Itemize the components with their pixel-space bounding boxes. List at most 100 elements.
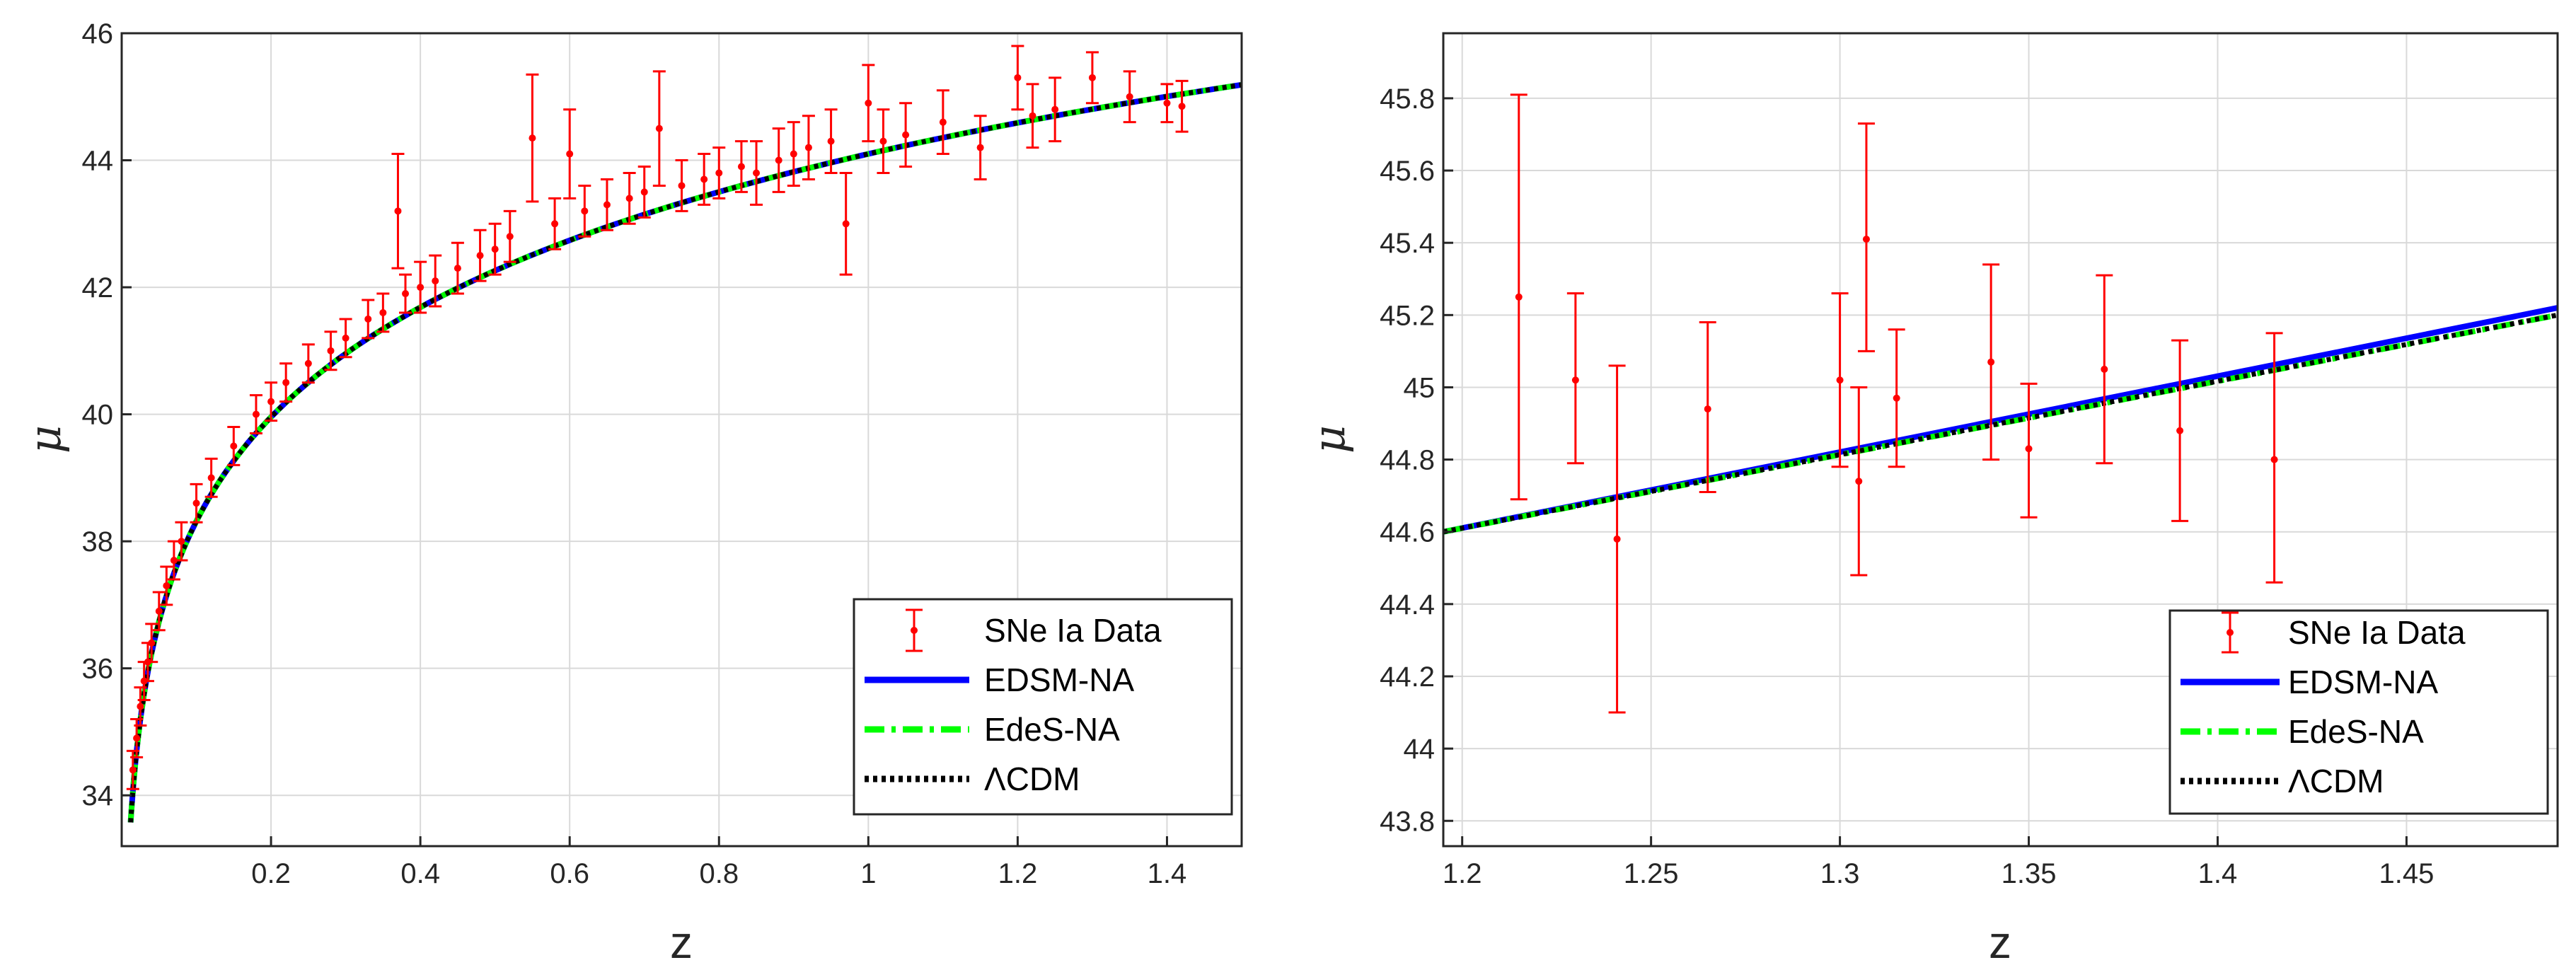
left-y-tick-label: 42 — [82, 272, 114, 304]
right-x-tick-label: 1.45 — [2379, 858, 2435, 889]
left-legend-label-lcdm: ΛCDM — [984, 761, 1080, 797]
right-x-tick-label: 1.2 — [1443, 858, 1482, 889]
left-data-point — [804, 144, 812, 151]
left-data-point — [655, 125, 663, 132]
right-legend-entry-edsm: EDSM-NA — [2181, 664, 2438, 700]
left-data-point — [566, 150, 574, 158]
left-data-point — [304, 359, 312, 367]
left-panel: 0.2 0.4 0.6 0.8 1 1.2 1.4 34 36 38 40 42 44 46 z μ S… — [19, 18, 1243, 965]
left-data-point — [327, 347, 335, 354]
right-data-point — [1704, 405, 1711, 413]
left-data-point — [529, 134, 536, 142]
left-legend-entry-lcdm: ΛCDM — [865, 761, 1080, 797]
right-y-tick-label: 45 — [1404, 372, 1436, 403]
right-data-point — [1613, 535, 1621, 543]
right-legend-marker-icon — [2226, 629, 2234, 636]
left-legend-marker-icon — [911, 627, 918, 634]
left-x-axis-label: z — [670, 917, 693, 965]
left-data-point — [902, 131, 910, 139]
right-y-tick-label: 43.8 — [1380, 806, 1435, 837]
left-edes-curve — [127, 81, 1242, 823]
left-data-point — [364, 315, 372, 323]
left-data-point — [178, 538, 185, 545]
left-data-point — [827, 137, 835, 145]
left-data-point — [790, 150, 797, 158]
left-model-curves — [127, 81, 1242, 823]
left-y-tick-label: 34 — [82, 780, 114, 811]
left-sne-data — [126, 45, 1189, 790]
left-data-point — [842, 220, 850, 228]
left-data-point — [678, 182, 686, 190]
left-data-point — [506, 233, 514, 241]
left-data-point — [170, 557, 178, 565]
right-data-point — [1515, 293, 1523, 301]
left-data-point — [1126, 93, 1133, 100]
right-data-point — [1855, 478, 1863, 485]
left-y-tick-label: 40 — [82, 400, 114, 431]
left-data-point — [491, 245, 499, 253]
left-data-point — [581, 207, 589, 215]
left-data-point — [1051, 105, 1059, 113]
left-y-tick-label: 44 — [82, 146, 114, 177]
left-x-tick-label: 0.4 — [400, 858, 440, 889]
right-y-tick-label: 44.2 — [1380, 661, 1435, 693]
left-data-point — [129, 766, 137, 774]
left-legend-label-edes: EdeS-NA — [984, 711, 1120, 748]
left-data-point — [700, 175, 708, 183]
right-y-tick-label: 44.6 — [1380, 517, 1435, 548]
right-data-point — [1571, 376, 1579, 384]
left-data-point — [1178, 103, 1186, 110]
left-data-point — [976, 144, 984, 151]
right-sne-data — [1510, 93, 2283, 714]
left-x-tick-label: 0.2 — [251, 858, 291, 889]
right-x-tick-label: 1.35 — [2002, 858, 2057, 889]
right-legend-label-edsm: EDSM-NA — [2288, 664, 2438, 700]
left-x-tick-label: 1.4 — [1148, 858, 1187, 889]
left-data-point — [640, 188, 648, 196]
left-legend: SNe Ia Data EDSM-NA EdeS-NA ΛCDM — [853, 598, 1233, 816]
left-legend-entry-edsm: EDSM-NA — [865, 661, 1134, 698]
left-legend-label-edsm: EDSM-NA — [984, 661, 1134, 698]
left-data-point — [715, 169, 723, 177]
left-data-point — [394, 207, 402, 215]
left-data-point — [133, 734, 141, 742]
right-x-tick-label: 1.4 — [2198, 858, 2238, 889]
left-data-point — [476, 252, 484, 260]
left-x-ticks: 0.2 0.4 0.6 0.8 1 1.2 1.4 — [251, 836, 1186, 889]
left-data-point — [163, 582, 171, 589]
right-data-point — [1836, 376, 1844, 384]
left-data-point — [1088, 74, 1096, 81]
right-legend-entry-edes: EdeS-NA — [2181, 713, 2424, 750]
left-data-point — [879, 137, 887, 145]
left-data-point — [252, 410, 260, 418]
right-plot-frame — [1442, 32, 2559, 848]
right-data-point — [1893, 394, 1900, 402]
right-data-point — [1987, 358, 1995, 366]
left-legend-label-data: SNe Ia Data — [984, 612, 1162, 649]
left-data-point — [137, 703, 144, 710]
left-data-point — [865, 99, 872, 107]
right-panel: 1.2 1.25 1.3 1.35 1.4 1.45 43.8 44 44.2 44.4 44.6… — [1303, 32, 2559, 965]
right-data-point — [2176, 427, 2184, 434]
left-data-point — [1029, 112, 1036, 120]
left-y-ticks: 34 36 38 40 42 44 46 — [82, 18, 132, 811]
left-data-point — [230, 442, 238, 450]
right-data-point — [2101, 365, 2108, 373]
left-plot-frame — [120, 32, 1243, 848]
right-legend-entry-data: SNe Ia Data — [2222, 611, 2466, 654]
left-data-point — [155, 607, 163, 615]
left-data-point — [939, 118, 947, 126]
right-x-tick-label: 1.3 — [1820, 858, 1860, 889]
right-legend-label-data: SNe Ia Data — [2288, 614, 2466, 651]
left-data-point — [282, 379, 290, 386]
right-data-point — [2025, 445, 2033, 453]
left-data-point — [379, 308, 387, 316]
left-data-point — [753, 169, 761, 177]
left-x-tick-label: 0.6 — [550, 858, 589, 889]
right-legend-label-lcdm: ΛCDM — [2288, 763, 2384, 799]
right-y-tick-label: 44.8 — [1380, 445, 1435, 476]
left-data-point — [1163, 99, 1171, 107]
left-y-tick-label: 38 — [82, 526, 114, 557]
left-y-axis-label: μ — [19, 425, 71, 453]
